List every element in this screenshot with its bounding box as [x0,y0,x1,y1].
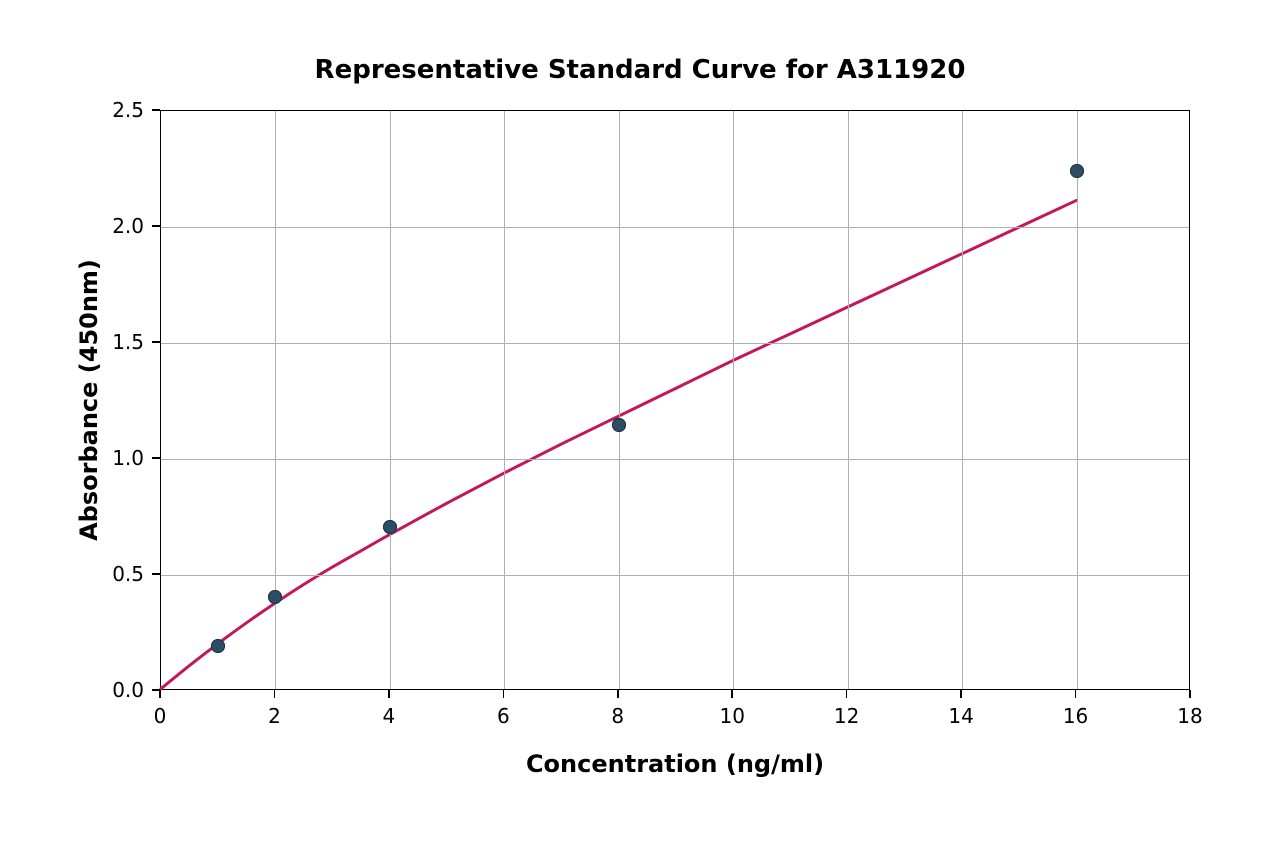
x-tick [617,690,619,698]
x-tick [1075,690,1077,698]
y-tick-label: 2.0 [112,214,144,238]
x-tick-label: 0 [154,704,167,728]
gridline-h [161,343,1189,344]
x-tick [731,690,733,698]
y-tick [152,457,160,459]
data-point [1070,164,1084,178]
gridline-v [619,111,620,689]
x-tick-label: 4 [383,704,396,728]
x-tick [503,690,505,698]
x-tick-label: 14 [948,704,973,728]
gridline-h [161,575,1189,576]
x-tick-label: 2 [268,704,281,728]
data-point [383,520,397,534]
y-tick [152,341,160,343]
gridline-v [390,111,391,689]
x-tick [159,690,161,698]
y-tick [152,109,160,111]
gridline-h [161,459,1189,460]
gridline-h [161,227,1189,228]
curve-svg [161,111,1191,691]
gridline-v [504,111,505,689]
x-tick-label: 6 [497,704,510,728]
y-tick-label: 0.5 [112,562,144,586]
x-tick-label: 18 [1177,704,1202,728]
y-tick [152,573,160,575]
x-tick-label: 10 [719,704,744,728]
chart-title: Representative Standard Curve for A31192… [0,55,1280,85]
y-axis-label: Absorbance (450nm) [75,110,103,690]
x-tick [846,690,848,698]
x-tick-label: 12 [834,704,859,728]
x-tick [388,690,390,698]
plot-area [160,110,1190,690]
y-tick-label: 2.5 [112,98,144,122]
y-tick-label: 1.5 [112,330,144,354]
x-tick [960,690,962,698]
y-tick-label: 0.0 [112,678,144,702]
gridline-v [1077,111,1078,689]
figure: Representative Standard Curve for A31192… [0,0,1280,845]
y-tick [152,689,160,691]
x-tick [274,690,276,698]
gridline-v [962,111,963,689]
gridline-v [733,111,734,689]
gridline-v [848,111,849,689]
data-point [268,590,282,604]
data-point [612,418,626,432]
data-point [211,639,225,653]
y-tick [152,225,160,227]
x-tick-label: 8 [611,704,624,728]
y-tick-label: 1.0 [112,446,144,470]
x-tick-label: 16 [1063,704,1088,728]
x-axis-label: Concentration (ng/ml) [160,750,1190,778]
x-tick [1189,690,1191,698]
